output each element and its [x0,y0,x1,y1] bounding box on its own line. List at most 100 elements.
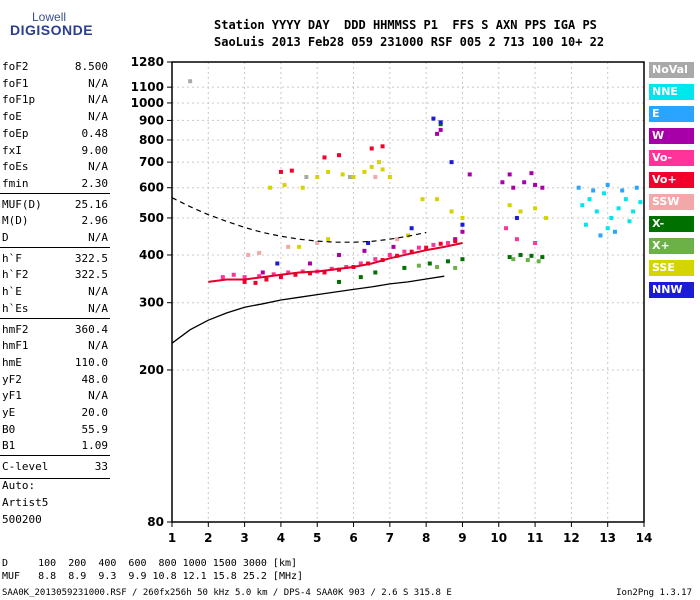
param-row-yf1: yF1 N/A [2,389,108,403]
data-point [366,240,371,245]
param-row-fmin: fmin 2.30 [2,177,108,191]
data-point [460,229,465,234]
data-point [627,219,632,224]
param-row-mufd: MUF(D) 25.16 [2,198,108,212]
data-point [435,265,440,270]
data-point [507,255,512,260]
data-point [431,242,436,247]
param-name: h`Es [2,301,29,315]
auto-code: 500200 [2,513,42,526]
footer-distance-row: D 100 200 400 600 800 1000 1500 3000 [km… [2,558,298,569]
param-name: h`F [2,251,22,265]
param-row-d: D N/A [2,231,108,245]
series-x [416,257,541,270]
data-point [340,172,345,177]
data-point [376,160,381,165]
series-nnw [275,116,519,266]
param-name: h`F2 [2,268,29,282]
data-point [460,215,465,220]
data-point [435,131,440,136]
x-tick-label: 12 [563,531,580,545]
param-row-b0: B0 55.9 [2,423,108,437]
param-name: M(D) [2,214,29,228]
curve-red [208,242,463,283]
data-point [289,168,294,173]
footer-muf-row: MUF 8.8 8.9 9.3 9.9 10.8 12.1 15.8 25.2 … [2,571,304,582]
chart-curves [171,197,463,344]
y-tick-label: 600 [139,181,164,195]
data-point [362,169,367,174]
y-tick-label: 400 [139,248,164,262]
x-tick-label: 1 [168,531,176,545]
legend-item-ssw: SSW [649,194,694,210]
data-point [373,270,378,275]
data-point [623,197,628,202]
param-value: 2.30 [81,176,109,190]
data-point [326,169,331,174]
param-name: fxI [2,143,22,157]
data-point [576,185,581,190]
data-point [293,272,298,277]
chart-points [188,79,643,285]
data-point [540,185,545,190]
data-point [380,144,385,149]
chart-ticks: 1 2 3 4 5 6 7 8 9 10 11 12 13 14802003004005006007008… [131,55,653,545]
data-point [257,250,262,255]
param-name: fmin [2,176,29,190]
param-value: 322.5 [74,268,108,282]
param-name: foE [2,110,22,124]
data-point [300,185,305,190]
param-value: 110.0 [74,355,108,369]
param-value: N/A [88,110,108,124]
data-point [533,240,538,245]
param-value: N/A [88,76,108,90]
param-row-fxi: fxI 9.00 [2,144,108,158]
data-point [242,275,247,280]
param-separator [0,477,110,479]
param-value: 2.96 [81,214,109,228]
data-point [260,270,265,275]
param-name: yE [2,406,16,419]
data-point [438,127,443,132]
data-point [620,188,625,193]
x-tick-label: 13 [599,531,616,545]
data-point [511,185,516,190]
param-row-hes: h`Es N/A [2,302,108,316]
data-point [612,229,617,234]
param-value: 25.16 [74,197,108,211]
legend-item-nne: NNE [649,84,694,100]
legend-item-x: X- [649,216,694,232]
x-tick-label: 11 [527,531,544,545]
legend-item-e: E [649,106,694,122]
data-point [268,185,273,190]
param-value: N/A [88,231,108,244]
data-point [525,258,530,263]
data-point [522,180,527,185]
data-point [373,175,378,179]
y-tick-label: 200 [139,363,164,377]
data-point [242,279,247,284]
logo-text-top: Lowell [32,10,67,24]
data-point [453,239,458,244]
data-point [406,233,410,238]
data-point [529,253,534,258]
data-point [395,237,400,242]
data-point [231,272,236,277]
param-separator [0,317,110,319]
y-tick-label: 1280 [131,55,164,69]
data-point [416,245,421,250]
param-row-hme: hmE 110.0 [2,356,108,370]
param-name: foF1p [2,93,36,107]
data-point [304,175,309,179]
data-point [358,261,363,266]
param-value: N/A [88,339,108,353]
data-point [278,169,283,174]
y-tick-label: 300 [139,296,164,310]
x-tick-label: 5 [313,531,321,545]
data-point [598,233,603,238]
param-row-clevel: C-level 33 [2,460,108,474]
curve-solid [171,275,445,344]
param-name: MUF(D) [2,197,42,211]
param-value: N/A [88,301,108,315]
data-point [307,271,312,276]
